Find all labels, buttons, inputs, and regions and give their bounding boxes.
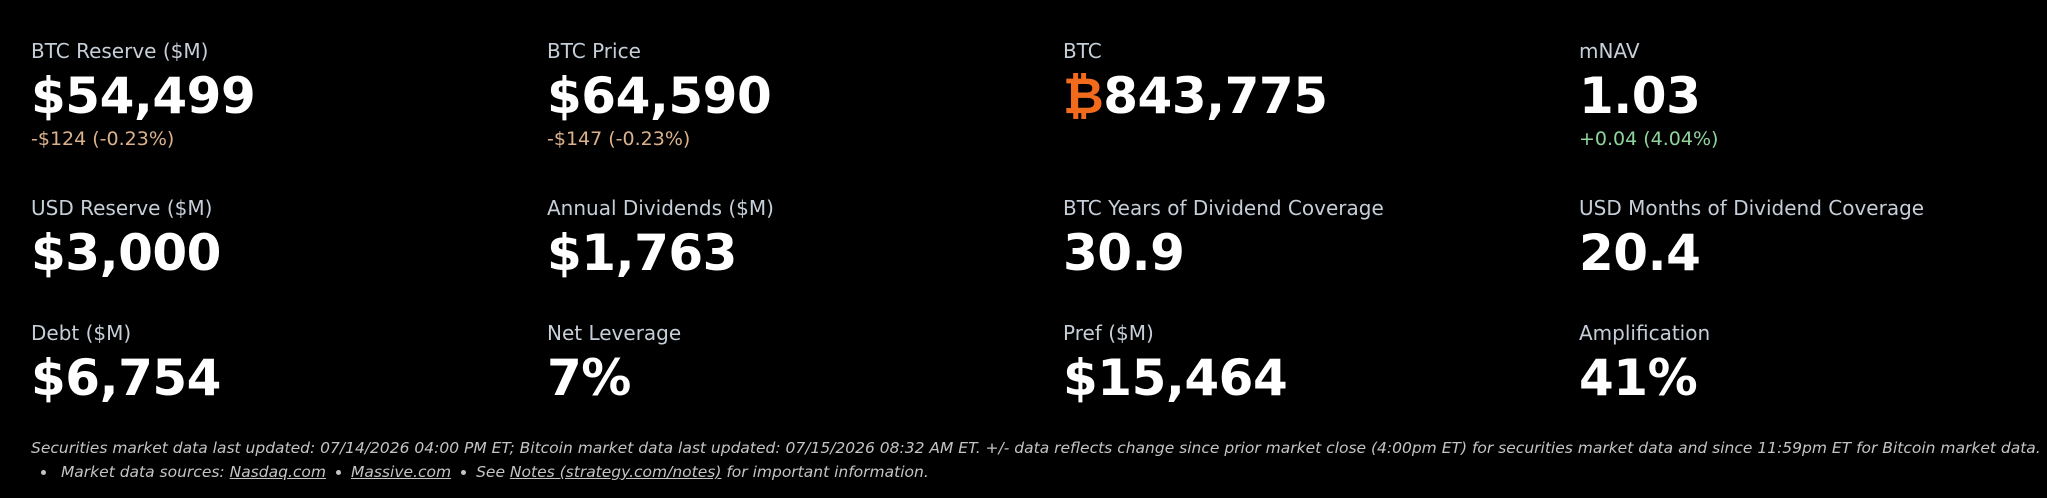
stat-number: $1,763 [547,224,737,282]
stat-tile: Annual Dividends ($M) $1,763 [547,195,1063,320]
stat-tile: Net Leverage 7% [547,320,1063,420]
stat-number: 843,775 [1103,67,1328,125]
stat-tile: BTC Price $64,590 -$147 (-0.23%) [547,38,1063,195]
stat-value: $64,590 [547,66,1063,126]
stat-number: $54,499 [31,67,256,125]
stat-value: $3,000 [31,223,547,283]
notes-link[interactable]: Notes (strategy.com/notes) [509,463,722,481]
stat-change: +0.04 (4.04%) [1579,128,1719,150]
separator [41,470,46,475]
stats-grid: BTC Reserve ($M) $54,499 -$124 (-0.23%) BTC… [31,38,2047,420]
stat-tile: USD Months of Dividend Coverage 20.4 [1579,195,2047,320]
stat-value: $6,754 [31,348,547,408]
source-link[interactable]: Massive.com [350,463,452,481]
stat-label: Pref ($M) [1063,321,1154,345]
stat-value: 7% [547,348,1063,408]
stat-tile: BTC Years of Dividend Coverage 30.9 [1063,195,1579,320]
stat-value: 30.9 [1063,223,1579,283]
stat-value: $54,499 [31,66,547,126]
footer: Securities market data last updated: 07/… [31,436,2041,484]
update-note: Securities market data last updated: 07/… [31,439,2041,457]
stat-value: $1,763 [547,223,1063,283]
stat-change: -$124 (-0.23%) [31,128,175,150]
stat-value: 41% [1579,348,2047,408]
stat-label: BTC [1063,39,1102,63]
stat-value: ₿843,775 [1063,66,1579,126]
stat-change: -$147 (-0.23%) [547,128,691,150]
stat-value: 20.4 [1579,223,2047,283]
stat-number: $3,000 [31,224,221,282]
stat-tile: BTC ₿843,775 [1063,38,1579,195]
currency-symbol: ₿ [1063,67,1104,125]
stat-value: $15,464 [1063,348,1579,408]
stat-number: $6,754 [31,349,221,407]
separator [335,470,341,475]
separator [461,470,467,475]
stat-number: $15,464 [1063,349,1288,407]
stat-label: Debt ($M) [31,321,132,345]
stat-number: 1.03 [1579,67,1701,125]
notes-tail: for important information. [726,463,929,481]
stat-tile: Amplification 41% [1579,320,2047,420]
stat-tile: Debt ($M) $6,754 [31,320,547,420]
stat-label: BTC Years of Dividend Coverage [1063,196,1384,220]
stat-number: $64,590 [547,67,772,125]
stat-tile: mNAV 1.03 +0.04 (4.04%) [1579,38,2047,195]
stat-label: USD Months of Dividend Coverage [1579,196,1925,220]
stat-label: USD Reserve ($M) [31,196,213,220]
stat-label: mNAV [1579,39,1640,63]
stat-label: BTC Price [547,39,641,63]
stat-label: BTC Reserve ($M) [31,39,209,63]
stat-number: 7% [547,349,631,407]
stat-label: Net Leverage [547,321,682,345]
stat-tile: USD Reserve ($M) $3,000 [31,195,547,320]
stat-number: 30.9 [1063,224,1185,282]
see-text: See [476,463,505,481]
sources-label: Market data sources: [60,463,225,481]
stat-number: 20.4 [1579,224,1701,282]
stat-label: Annual Dividends ($M) [547,196,774,220]
stat-value: 1.03 [1579,66,2047,126]
stat-tile: Pref ($M) $15,464 [1063,320,1579,420]
stat-tile: BTC Reserve ($M) $54,499 -$124 (-0.23%) [31,38,547,195]
stat-label: Amplification [1579,321,1711,345]
stat-number: 41% [1579,349,1698,407]
source-link[interactable]: Nasdaq.com [229,463,326,481]
